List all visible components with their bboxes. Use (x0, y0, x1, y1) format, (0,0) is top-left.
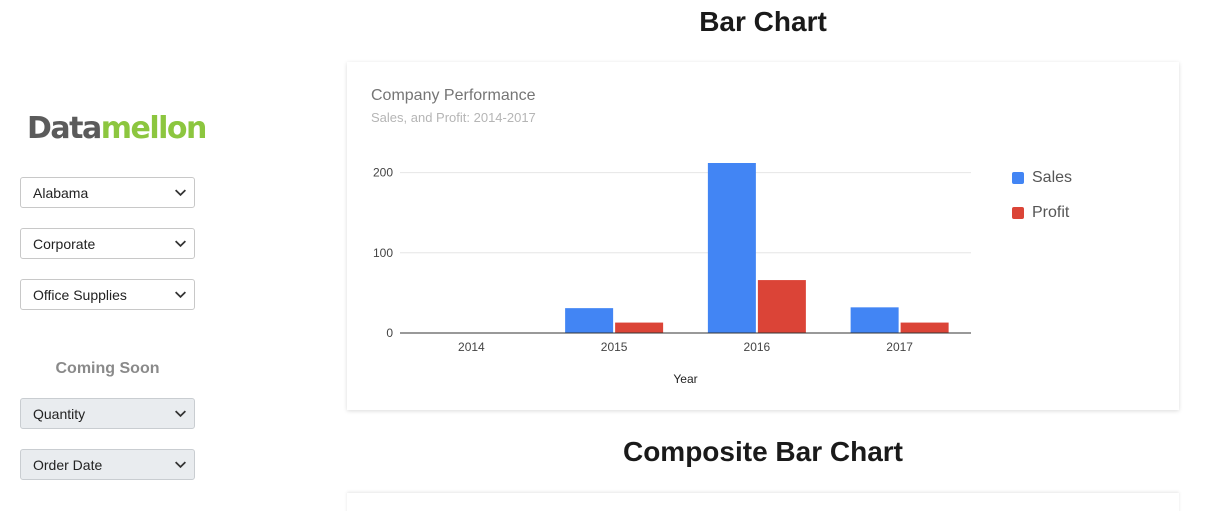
category-select[interactable]: Office Supplies (20, 279, 195, 310)
logo-text-mellon: mellon (100, 111, 208, 146)
segment-select-value: Corporate (33, 235, 96, 252)
legend-label: Sales (1032, 168, 1073, 186)
chevron-down-icon (166, 280, 194, 309)
x-tick-label: 2017 (886, 340, 913, 354)
y-tick-label: 100 (373, 246, 393, 260)
logo-text-data: Data (27, 111, 102, 146)
y-tick-label: 0 (386, 326, 393, 340)
coming-soon-label: Coming Soon (55, 360, 160, 377)
chevron-down-icon (166, 399, 194, 428)
bar-chart-plot: 0 100 200 2014 2015 2016 2017 Year (373, 163, 971, 386)
bar-chart-heading: Bar Chart (699, 6, 827, 37)
x-tick-label: 2016 (744, 340, 771, 354)
chart-title: Company Performance (371, 87, 536, 104)
bar-sales-2017 (850, 307, 899, 333)
legend-swatch (1012, 206, 1024, 219)
order-date-select-value: Order Date (33, 456, 103, 473)
order-date-select[interactable]: Order Date (20, 449, 195, 480)
x-tick-label: 2014 (458, 340, 485, 354)
segment-select[interactable]: Corporate (20, 228, 195, 259)
bar-sales-2016 (707, 163, 756, 333)
bar-chart-card: Company Performance Sales, and Profit: 2… (347, 62, 1179, 410)
bar-profit-2017 (900, 322, 949, 333)
legend-item-profit[interactable]: Profit (1012, 195, 1072, 230)
legend-swatch (1012, 171, 1024, 184)
chevron-down-icon (166, 450, 194, 479)
quantity-select[interactable]: Quantity (20, 398, 195, 429)
bar-profit-2016 (757, 280, 806, 333)
x-axis-title: Year (673, 372, 697, 386)
composite-bar-chart-heading: Composite Bar Chart (622, 436, 904, 467)
bar-sales-2015 (565, 308, 614, 333)
chevron-down-icon (166, 229, 194, 258)
bar-profit-2015 (615, 322, 664, 333)
sidebar: Datamellon Alabama Corporate Office Supp… (0, 0, 215, 511)
chart-subtitle: Sales, and Profit: 2014-2017 (371, 110, 536, 125)
composite-bar-chart-card (347, 493, 1179, 511)
x-tick-label: 2015 (601, 340, 628, 354)
datamellon-logo: Datamellon (27, 110, 207, 148)
chevron-down-icon (166, 178, 194, 207)
y-tick-label: 200 (373, 166, 393, 180)
category-select-value: Office Supplies (33, 286, 127, 303)
quantity-select-value: Quantity (33, 405, 86, 422)
legend-label: Profit (1032, 203, 1070, 221)
chart-legend: Sales Profit (1012, 160, 1072, 230)
legend-item-sales[interactable]: Sales (1012, 160, 1072, 195)
state-select-value: Alabama (33, 184, 89, 201)
state-select[interactable]: Alabama (20, 177, 195, 208)
